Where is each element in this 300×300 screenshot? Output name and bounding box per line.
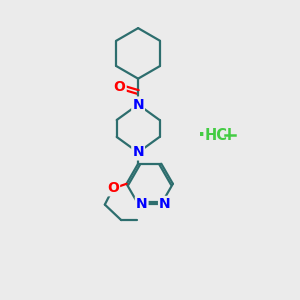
Text: HCl: HCl: [204, 128, 232, 142]
Text: N: N: [132, 146, 144, 159]
Text: O: O: [107, 181, 119, 195]
Text: N: N: [159, 197, 171, 211]
Text: O: O: [114, 80, 126, 94]
Text: N: N: [136, 197, 148, 211]
Text: ·: ·: [198, 126, 206, 145]
Text: N: N: [132, 98, 144, 112]
